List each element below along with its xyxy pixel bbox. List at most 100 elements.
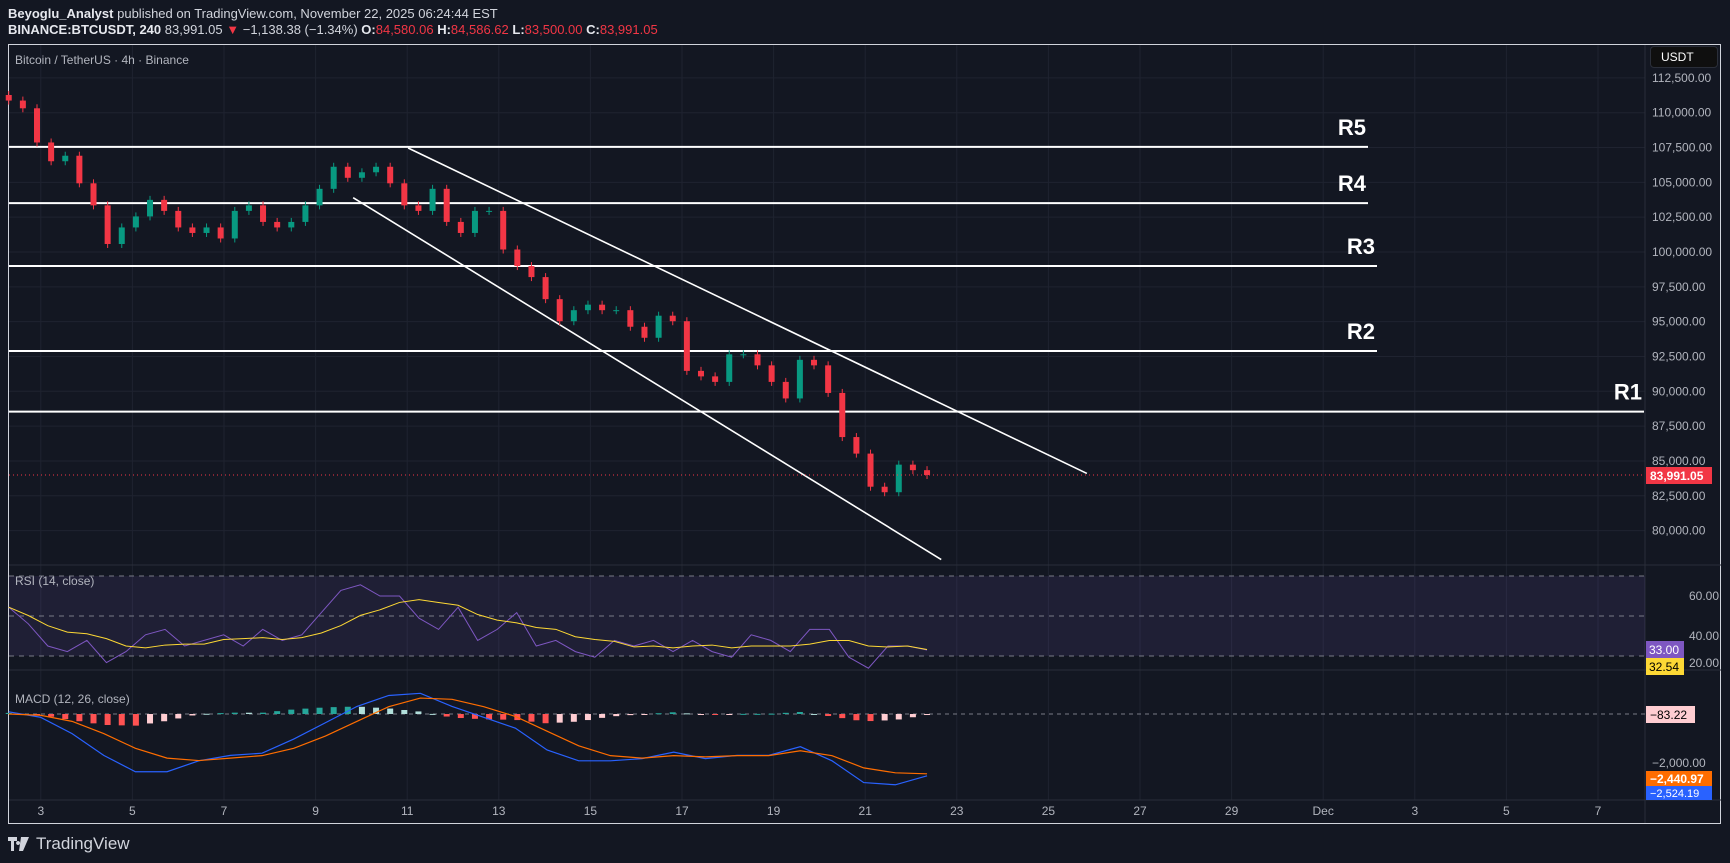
author[interactable]: Beyoglu_Analyst	[8, 6, 114, 21]
time-tick: 25	[1042, 804, 1056, 818]
candle	[118, 227, 125, 244]
price-tick: 85,000.00	[1652, 454, 1706, 468]
macd-histogram-bar	[726, 714, 733, 715]
price-tick: 80,000.00	[1652, 524, 1706, 538]
resistance-label: R1	[1614, 380, 1642, 405]
rsi-tick: 40.00	[1689, 629, 1719, 643]
candle	[302, 205, 309, 222]
rsi-value: 33.00	[1649, 643, 1679, 657]
tradingview-logo[interactable]: TradingView	[8, 834, 130, 854]
macd-histogram-bar	[90, 714, 97, 724]
candle	[189, 227, 196, 233]
currency-button[interactable]: USDT	[1650, 46, 1718, 68]
candle	[909, 464, 916, 471]
time-tick: 15	[584, 804, 598, 818]
macd-histogram-bar	[189, 714, 196, 716]
macd-hist-value: −83.22	[1650, 708, 1687, 722]
last-price-label: 83,991.05	[1650, 469, 1704, 483]
candle	[542, 277, 549, 300]
macd-histogram-bar	[683, 713, 690, 715]
candle	[570, 310, 577, 322]
candle	[669, 315, 676, 322]
low: 83,500.00	[524, 22, 583, 37]
candle	[895, 464, 902, 493]
rsi-legend[interactable]: RSI (14, close)	[15, 574, 95, 588]
candle	[132, 216, 139, 228]
macd-line	[8, 692, 928, 786]
candle	[782, 381, 789, 399]
macd-histogram-bar	[909, 714, 916, 718]
price-tick: 110,000.00	[1652, 106, 1711, 120]
candle	[697, 370, 704, 377]
candle	[104, 205, 111, 244]
rsi-ma-line	[8, 599, 928, 650]
change: −1,138.38 (−1.34%)	[242, 22, 358, 37]
candle	[48, 142, 55, 162]
macd-histogram-bar	[62, 714, 69, 720]
time-tick: 21	[859, 804, 873, 818]
resistance-label: R5	[1338, 115, 1366, 140]
time-tick: 27	[1133, 804, 1147, 818]
macd-histogram-bar	[853, 714, 860, 721]
candle	[599, 304, 606, 311]
chart-frame[interactable]	[8, 44, 1721, 824]
macd-histogram-bar	[288, 709, 295, 714]
candle	[415, 205, 422, 211]
time-tick: 7	[1595, 804, 1602, 818]
macd-histogram-bar	[924, 714, 931, 716]
macd-histogram-bar	[599, 714, 606, 718]
macd-legend[interactable]: MACD (12, 26, close)	[15, 692, 130, 706]
time-tick: 5	[1503, 804, 1510, 818]
macd-histogram-bar	[132, 714, 139, 726]
macd-histogram-bar	[118, 714, 125, 726]
rsi-ma-value: 32.54	[1649, 660, 1679, 674]
macd-tick: −2,000.00	[1652, 756, 1706, 770]
open: 84,580.06	[375, 22, 434, 37]
macd-histogram-bar	[316, 707, 323, 714]
macd-histogram-bar	[641, 714, 648, 715]
resistance-label: R3	[1347, 234, 1375, 259]
macd-histogram-bar	[867, 714, 874, 722]
candle	[768, 365, 775, 382]
candle	[401, 183, 408, 206]
macd-histogram-bar	[203, 713, 210, 715]
candle	[839, 392, 846, 438]
macd-histogram-bar	[556, 714, 563, 723]
time-tick: 11	[401, 804, 414, 818]
candle	[811, 359, 818, 366]
resistance-label: R4	[1338, 171, 1367, 196]
candle	[712, 376, 719, 382]
candle	[528, 266, 535, 278]
macd-histogram-bar	[825, 714, 832, 717]
price-tick: 102,500.00	[1652, 210, 1712, 224]
publish-info: Beyoglu_Analyst published on TradingView…	[8, 6, 498, 21]
candle	[62, 155, 69, 162]
time-tick: 23	[950, 804, 964, 818]
time-tick: 19	[767, 804, 781, 818]
macd-histogram-bar	[76, 714, 83, 722]
price-tick: 112,500.00	[1652, 71, 1711, 85]
candle	[161, 199, 168, 211]
rsi-badge	[1646, 641, 1684, 658]
signal-line	[8, 697, 928, 775]
candle	[853, 437, 860, 454]
price-tick: 107,500.00	[1652, 141, 1712, 155]
candle	[754, 354, 761, 366]
candle	[5, 94, 12, 101]
candle	[175, 210, 182, 228]
macd-histogram-bar	[570, 714, 577, 722]
macd-histogram-bar	[796, 711, 803, 714]
macd-value: −2,524.19	[1650, 788, 1699, 800]
candle	[217, 227, 224, 239]
rsi-tick: 60.00	[1689, 589, 1719, 603]
time-tick: 29	[1225, 804, 1239, 818]
macd-histogram-bar	[500, 714, 507, 720]
price-tick: 90,000.00	[1652, 384, 1706, 398]
macd-histogram-bar	[245, 712, 252, 714]
macd-histogram-bar	[881, 714, 888, 721]
candle	[373, 166, 380, 173]
macd-histogram-bar	[415, 711, 422, 714]
price-tick: 97,500.00	[1652, 280, 1706, 294]
candle	[613, 310, 620, 312]
